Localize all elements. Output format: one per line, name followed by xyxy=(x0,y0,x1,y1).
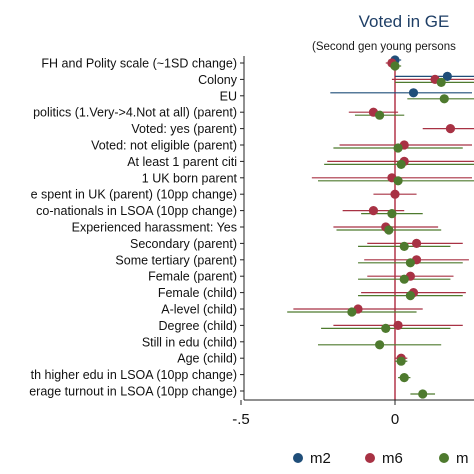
point-m6 xyxy=(411,238,422,248)
y-tick-label: A-level (child) xyxy=(161,303,237,317)
y-tick-label: FH and Polity scale (~1SD change) xyxy=(41,57,237,71)
y-tick-label: Female (child) xyxy=(158,286,237,300)
point-m xyxy=(399,241,409,251)
y-tick-label: Experienced harassment: Yes xyxy=(72,221,237,235)
point-m xyxy=(405,258,415,268)
point-m xyxy=(396,159,406,169)
point-m xyxy=(418,389,428,399)
legend-label-m: m xyxy=(456,450,469,467)
point-m xyxy=(347,307,357,317)
point-m xyxy=(381,323,391,333)
point-m6 xyxy=(393,320,403,330)
point-m xyxy=(439,94,449,104)
y-tick-label: Colony xyxy=(198,73,238,87)
legend-marker-m2 xyxy=(293,453,303,463)
y-tick-label: Secondary (parent) xyxy=(130,237,237,251)
x-tick-label: -.5 xyxy=(232,411,250,428)
y-axis-labels: FH and Polity scale (~1SD change) Colony E… xyxy=(29,57,244,399)
y-tick-label: th higher edu in LSOA (10pp change) xyxy=(31,368,237,382)
point-m xyxy=(387,209,397,219)
point-m xyxy=(393,176,403,186)
point-m xyxy=(375,110,385,120)
point-m2 xyxy=(442,71,452,81)
point-m xyxy=(396,356,406,366)
point-m xyxy=(436,77,446,87)
plot-area xyxy=(243,55,474,400)
y-tick-label: co-nationals in LSOA (10pp change) xyxy=(36,204,237,218)
y-tick-label: 1 UK born parent xyxy=(142,171,238,185)
legend-marker-m xyxy=(439,453,449,463)
y-tick-label: Age (child) xyxy=(177,352,237,366)
y-tick-label: Degree (child) xyxy=(158,319,237,333)
y-tick-label: Some tertiary (parent) xyxy=(115,253,237,267)
point-m xyxy=(384,225,394,235)
point-m6 xyxy=(368,206,379,216)
chart-title: Voted in GE xyxy=(359,12,450,31)
chart-subtitle: (Second gen young persons xyxy=(312,41,456,53)
legend-marker-m6 xyxy=(365,453,375,463)
point-m xyxy=(399,373,409,383)
legend-label-m2: m2 xyxy=(310,450,331,467)
point-m2 xyxy=(408,88,419,98)
y-tick-label: Still in edu (child) xyxy=(142,335,237,349)
y-tick-label: Voted: not eligible (parent) xyxy=(91,139,237,153)
y-tick-label: e spent in UK (parent) (10pp change) xyxy=(31,188,237,202)
y-tick-label: politics (1.Very->4.Not at all) (parent) xyxy=(33,106,237,120)
x-axis: -.5 0 xyxy=(232,399,474,428)
point-m xyxy=(375,340,385,350)
point-m xyxy=(399,274,409,284)
x-tick-label: 0 xyxy=(391,411,399,428)
y-tick-label: erage turnout in LSOA (10pp change) xyxy=(29,385,237,399)
point-m xyxy=(390,61,400,71)
y-tick-label: Female (parent) xyxy=(148,270,237,284)
y-tick-label: At least 1 parent citi xyxy=(127,155,237,169)
point-m xyxy=(405,291,415,301)
legend: m2 m6 m xyxy=(293,450,469,467)
point-m6 xyxy=(445,124,456,134)
point-m6 xyxy=(390,189,400,199)
legend-label-m6: m6 xyxy=(382,450,403,467)
y-tick-label: Voted: yes (parent) xyxy=(131,122,237,136)
y-tick-label: EU xyxy=(220,89,237,103)
point-m xyxy=(393,143,403,153)
